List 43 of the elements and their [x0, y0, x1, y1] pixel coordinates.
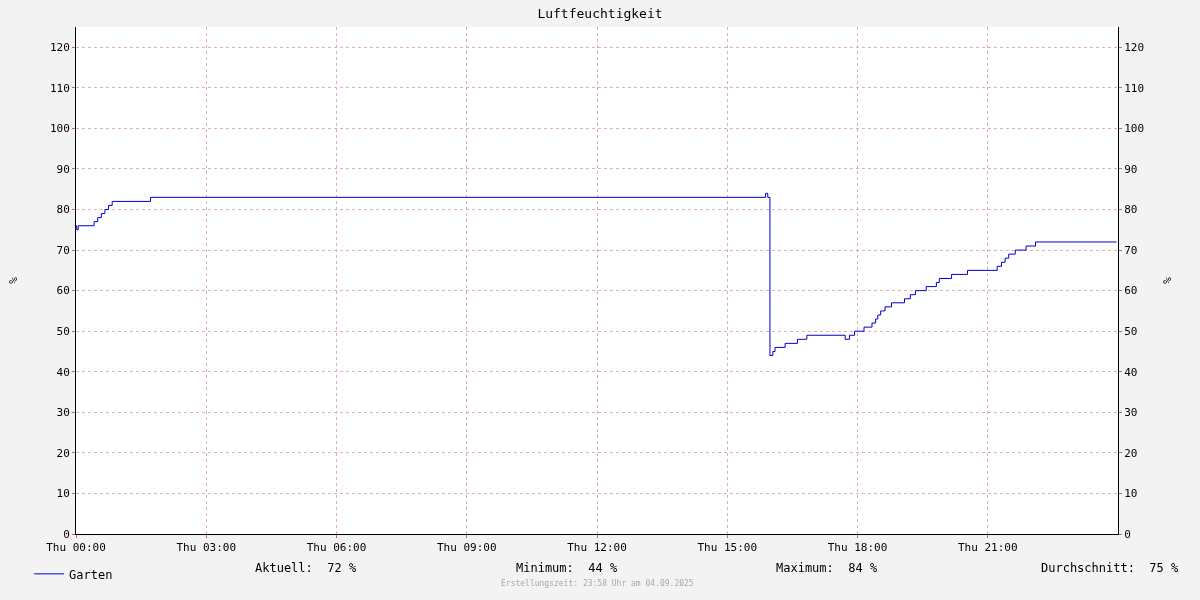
text: Aktuell: 72 %	[255, 561, 357, 575]
y-tick-label: 0	[63, 527, 70, 541]
y-tick-label: 10	[56, 487, 70, 501]
y2-tick-label: 70	[1124, 243, 1138, 257]
y2-tick-label: 100	[1124, 122, 1145, 136]
y-tick-label: 60	[56, 284, 70, 298]
y2-tick-label: 80	[1124, 203, 1138, 217]
y2-tick-label: 40	[1124, 365, 1138, 379]
x-tick-label: Thu 06:00	[306, 541, 367, 555]
x-tick-label: Thu 00:00	[46, 541, 106, 555]
chart-title: Luftfeuchtigkeit	[537, 6, 663, 22]
y2-tick-label: 20	[1124, 446, 1138, 460]
y2-tick-label: 30	[1124, 406, 1138, 420]
y-tick-label: 30	[56, 406, 70, 420]
y2-axis-title: %	[1161, 276, 1175, 284]
y-tick-label: 40	[56, 365, 70, 379]
text: Maximum: 84 %	[776, 561, 878, 575]
x-tick-label: Thu 09:00	[436, 541, 497, 555]
y2-tick-label: 60	[1124, 284, 1138, 298]
x-tick-label: Thu 15:00	[697, 541, 758, 555]
y-tick-label: 20	[56, 446, 70, 460]
legend-label: Garten	[69, 567, 113, 582]
y-tick-label: 50	[56, 325, 70, 339]
y-axis-title: %	[6, 276, 20, 284]
y-tick-label: 70	[56, 243, 70, 257]
x-tick-label: Thu 12:00	[567, 541, 627, 555]
y-tick-label: 100	[49, 122, 70, 136]
text: Erstellungszeit: 23:58 Uhr am 04.09.2025	[501, 579, 694, 588]
y2-tick-label: 10	[1124, 487, 1138, 501]
y-tick-label: 80	[56, 203, 70, 217]
x-tick-label: Thu 21:00	[957, 541, 1018, 555]
text: Minimum: 44 %	[516, 561, 618, 575]
y2-tick-label: 0	[1124, 527, 1131, 541]
x-tick-label: Thu 03:00	[176, 541, 237, 555]
y-tick-label: 110	[49, 81, 70, 95]
y2-tick-label: 50	[1124, 325, 1138, 339]
y2-tick-label: 110	[1124, 81, 1145, 95]
x-tick-label: Thu 18:00	[827, 541, 888, 555]
y-tick-label: 90	[56, 162, 70, 176]
y2-tick-label: 120	[1124, 41, 1145, 55]
y-tick-label: 120	[49, 41, 70, 55]
text: Durchschnitt: 75 %	[1041, 561, 1180, 575]
y2-tick-label: 90	[1124, 162, 1138, 176]
